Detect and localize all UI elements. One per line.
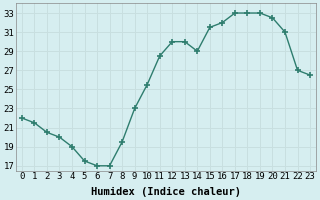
X-axis label: Humidex (Indice chaleur): Humidex (Indice chaleur) (91, 186, 241, 197)
